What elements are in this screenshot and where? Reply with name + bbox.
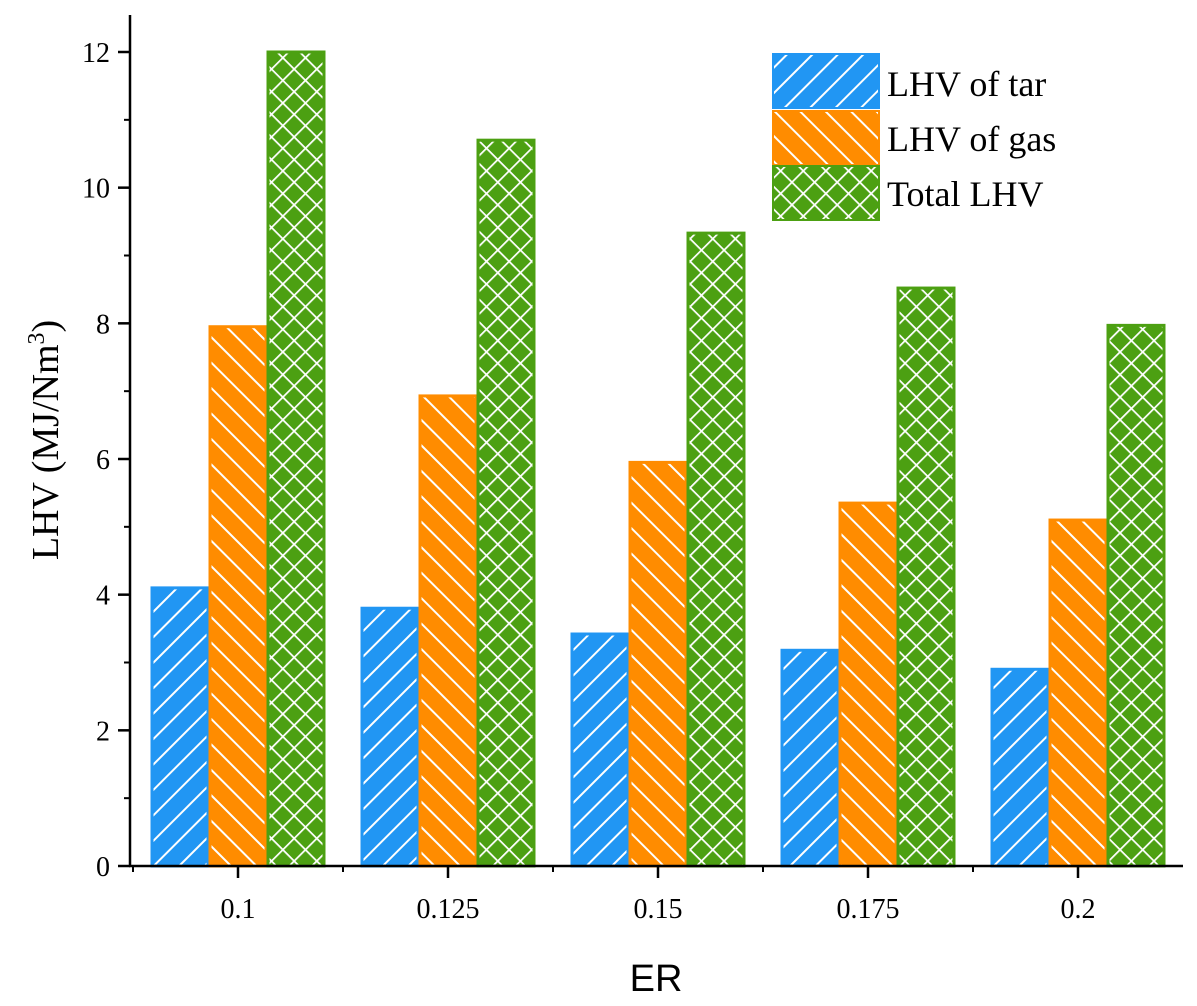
bar-gas-0.175 (838, 501, 898, 868)
bar-total-0.15 (686, 231, 746, 868)
x-tick-label: 0.2 (1061, 894, 1096, 925)
bar-total-0.1 (266, 50, 326, 868)
y-axis-title-sup: 3 (24, 332, 50, 344)
y-axis-title-end: ) (25, 320, 67, 333)
legend-label-tar: LHV of tar (887, 64, 1046, 104)
y-tick-label: 2 (96, 716, 110, 747)
bar-total-0.125 (476, 138, 536, 868)
legend-swatch-gas (772, 110, 880, 166)
x-tick-label: 0.125 (417, 894, 480, 925)
bar-tar-0.2 (990, 667, 1050, 868)
bar-tar-0.175 (780, 648, 840, 868)
x-ticks: 0.1 0.125 0.15 0.175 0.2 (132, 866, 1096, 925)
bar-gas-0.125 (418, 394, 478, 868)
y-tick-label: 4 (96, 581, 110, 612)
y-axis-title: LHV (MJ/Nm3) (24, 320, 67, 560)
y-tick-label: 6 (96, 445, 110, 476)
y-tick-label: 8 (96, 309, 110, 340)
bar-gas-0.1 (208, 325, 268, 868)
bar-gas-0.15 (628, 460, 688, 868)
bar-tar-0.125 (360, 606, 420, 868)
x-tick-label: 0.175 (837, 894, 900, 925)
y-tick-label: 10 (82, 174, 110, 205)
bar-total-0.2 (1106, 323, 1166, 868)
y-tick-label: 12 (82, 38, 110, 69)
bar-total-0.175 (896, 286, 956, 868)
legend-swatch-tar (772, 53, 880, 109)
y-ticks: 0 2 4 6 8 10 12 (82, 38, 130, 883)
y-axis-title-main: LHV (MJ/Nm (25, 344, 67, 560)
legend-label-total: Total LHV (887, 174, 1043, 214)
bar-tar-0.1 (150, 586, 210, 868)
x-tick-label: 0.15 (634, 894, 683, 925)
y-tick-label: 0 (96, 852, 110, 883)
bar-tar-0.15 (570, 632, 630, 868)
legend: LHV of tar LHV of gas Total LHV (772, 53, 1056, 221)
bar-gas-0.2 (1048, 518, 1108, 868)
bars-layer (150, 50, 1166, 868)
legend-label-gas: LHV of gas (887, 119, 1056, 159)
x-tick-label: 0.1 (221, 894, 256, 925)
legend-swatch-total (772, 165, 880, 221)
x-axis-title: ER (630, 958, 683, 1000)
